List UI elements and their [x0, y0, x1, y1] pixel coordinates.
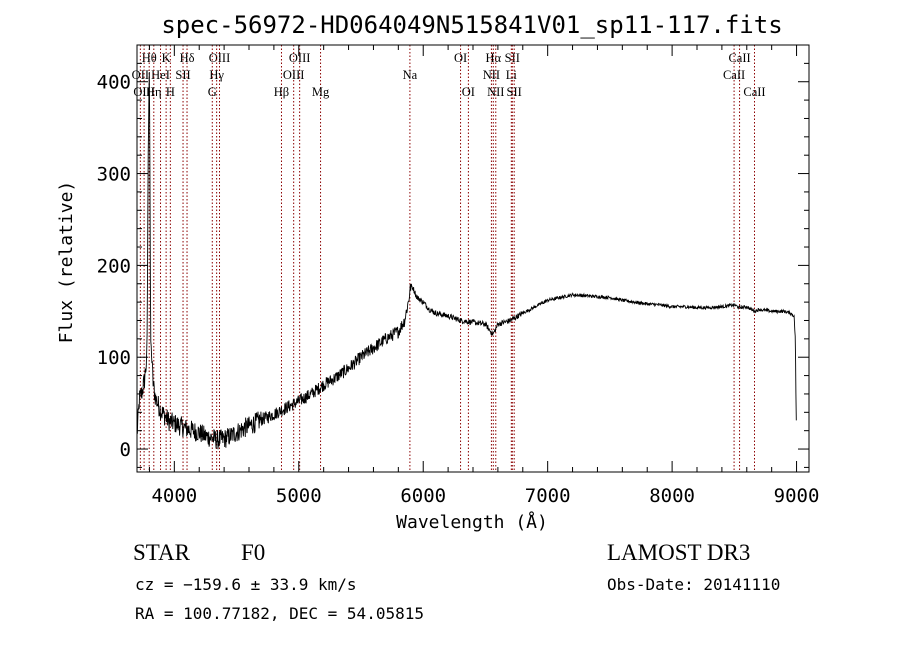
x-axis: 4000 5000 6000 7000 8000 9000 — [148, 45, 820, 507]
line-marker-label: CaII — [743, 85, 765, 99]
y-axis-label: Flux (relative) — [56, 181, 77, 344]
x-tick-label: 9000 — [774, 485, 820, 507]
x-tick-label: 5000 — [276, 485, 322, 507]
line-marker-label: Hη — [146, 85, 162, 99]
line-marker-label: NII — [483, 68, 500, 82]
y-tick-label: 200 — [97, 255, 131, 277]
line-marker-label: Hγ — [209, 68, 224, 82]
x-axis-label: Wavelength (Å) — [396, 511, 548, 533]
line-marker-label: Hβ — [274, 85, 289, 99]
survey-name: LAMOST DR3 — [607, 540, 750, 565]
line-marker-label: Na — [403, 68, 418, 82]
line-marker-label: SII — [505, 51, 520, 65]
y-axis: 0 100 200 300 400 — [97, 44, 809, 468]
obs-date: Obs-Date: 20141110 — [607, 575, 780, 594]
line-marker-label: Hδ — [180, 51, 195, 65]
x-tick-label: 6000 — [400, 485, 446, 507]
line-marker-label: OIII — [209, 51, 231, 65]
x-tick-label: 8000 — [649, 485, 695, 507]
y-tick-label: 100 — [97, 347, 131, 369]
line-marker-label: HeI — [151, 68, 170, 82]
line-marker-label: G — [208, 85, 217, 99]
chart-title: spec-56972-HD064049N515841V01_sp11-117.f… — [161, 11, 782, 39]
x-tick-label: 7000 — [525, 485, 571, 507]
object-type: STAR — [133, 540, 191, 565]
line-marker-label: OI — [462, 85, 475, 99]
y-tick-label: 300 — [97, 164, 131, 186]
plot-frame — [136, 44, 810, 473]
line-marker-label: OIII — [283, 68, 305, 82]
line-marker-label: OII — [132, 68, 149, 82]
line-marker-label: OI — [454, 51, 467, 65]
redshift-text: cz = −159.6 ± 33.9 km/s — [135, 575, 357, 594]
spectrum-line — [136, 71, 797, 450]
y-tick-label: 0 — [120, 439, 131, 461]
line-marker-label: SII — [175, 68, 190, 82]
line-marker-label: K — [162, 51, 171, 65]
line-marker-label: Li — [506, 68, 518, 82]
line-marker-label: Mg — [312, 85, 330, 99]
line-marker-label: OIII — [289, 51, 311, 65]
line-marker-label: SII — [507, 85, 522, 99]
x-tick-label: 4000 — [151, 485, 197, 507]
spectrum-plot — [136, 71, 797, 450]
line-marker-label: Hα — [485, 51, 501, 65]
y-tick-label: 400 — [97, 72, 131, 94]
line-marker-label: CaII — [728, 51, 750, 65]
line-marker-label: NII — [487, 85, 504, 99]
line-marker-label: CaII — [723, 68, 745, 82]
line-marker-label: Hθ — [142, 51, 157, 65]
line-markers: Hθ K Hδ OIII OIII OI Hα SII CaII OII HeI SII Hγ OIII N… — [132, 45, 766, 472]
coordinates: RA = 100.77182, DEC = 54.05815 — [135, 604, 424, 623]
spectral-subclass: F0 — [241, 540, 265, 565]
line-marker-label: H — [166, 85, 175, 99]
